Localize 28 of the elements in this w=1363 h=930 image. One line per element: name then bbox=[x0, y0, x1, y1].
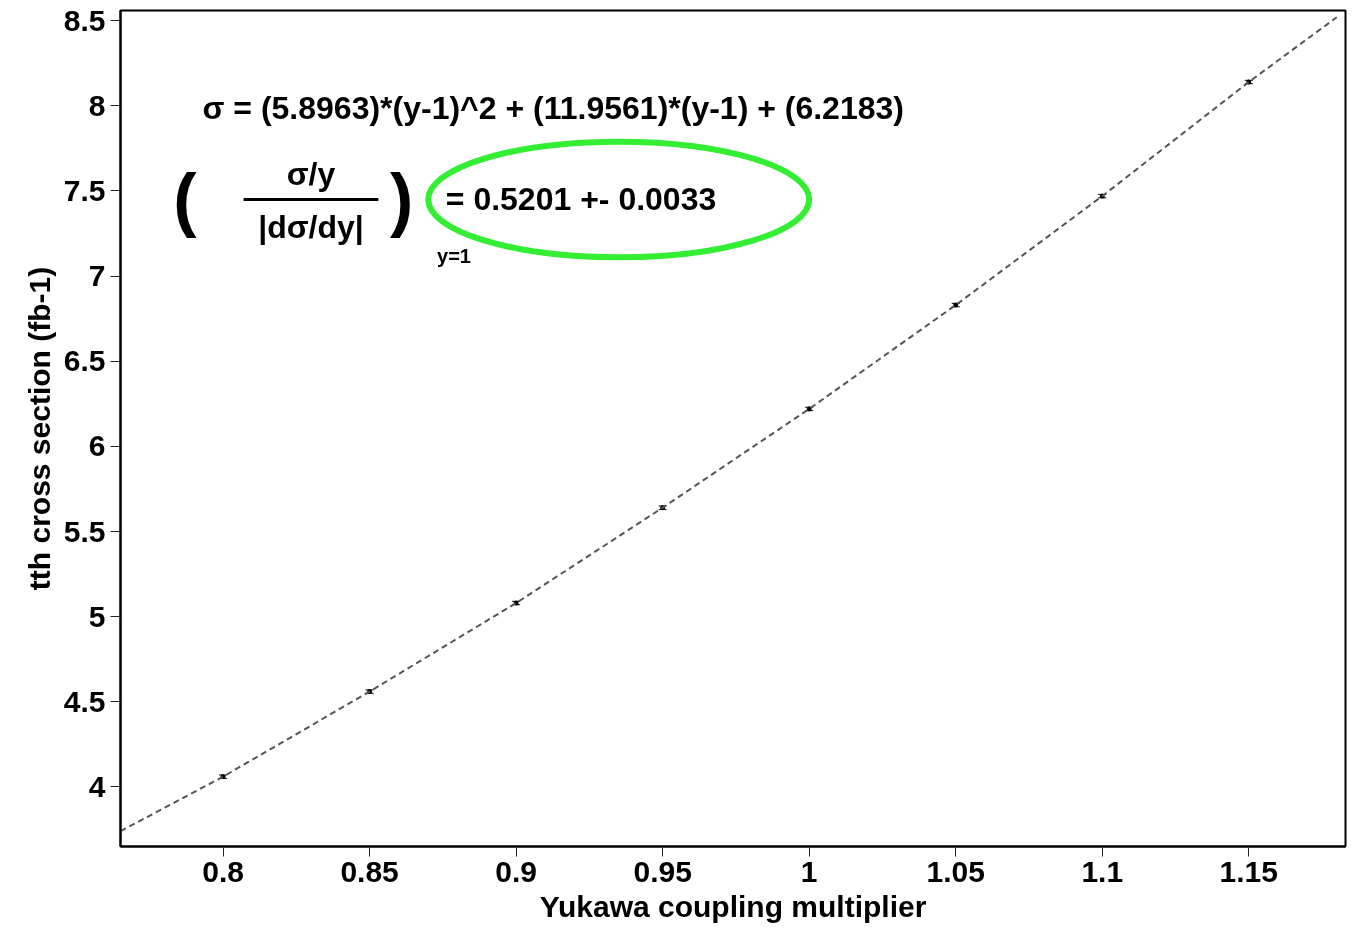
x-tick-label: 1.05 bbox=[926, 854, 985, 888]
y-tick-label: 5.5 bbox=[63, 514, 106, 548]
annotation: σ/y bbox=[286, 155, 336, 192]
y-tick-label: 7.5 bbox=[63, 173, 106, 207]
x-tick-label: 0.85 bbox=[340, 854, 399, 888]
y-tick-label: 7 bbox=[88, 259, 106, 293]
y-tick-label: 5 bbox=[88, 599, 106, 633]
x-tick-label: 1.15 bbox=[1219, 854, 1278, 888]
x-tick-label: 0.9 bbox=[495, 854, 537, 888]
annotation: y=1 bbox=[437, 244, 471, 267]
x-tick-label: 1.1 bbox=[1081, 854, 1124, 888]
annotation: = 0.5201 +- 0.0033 bbox=[445, 181, 717, 218]
x-axis-title: Yukawa coupling multiplier bbox=[539, 889, 927, 923]
y-axis-title: tth cross section (fb-1) bbox=[22, 266, 56, 591]
annotation: σ = (5.8963)*(y-1)^2 + (11.9561)*(y-1) + (6.2183) bbox=[202, 89, 904, 126]
annotation: ) bbox=[390, 160, 414, 239]
y-tick-label: 6 bbox=[88, 429, 106, 463]
line-series bbox=[120, 16, 1338, 833]
annotation: |dσ/dy| bbox=[258, 208, 364, 245]
y-tick-label: 6.5 bbox=[63, 344, 106, 378]
x-tick-label: 0.95 bbox=[633, 854, 692, 888]
y-tick-label: 4 bbox=[88, 769, 106, 803]
x-tick-label: 0.8 bbox=[202, 854, 244, 888]
y-tick-label: 4.5 bbox=[63, 684, 106, 718]
annotation: ( bbox=[173, 160, 198, 239]
y-tick-label: 8.5 bbox=[63, 3, 106, 37]
x-tick-label: 1 bbox=[800, 854, 818, 888]
y-tick-label: 8 bbox=[88, 88, 106, 122]
